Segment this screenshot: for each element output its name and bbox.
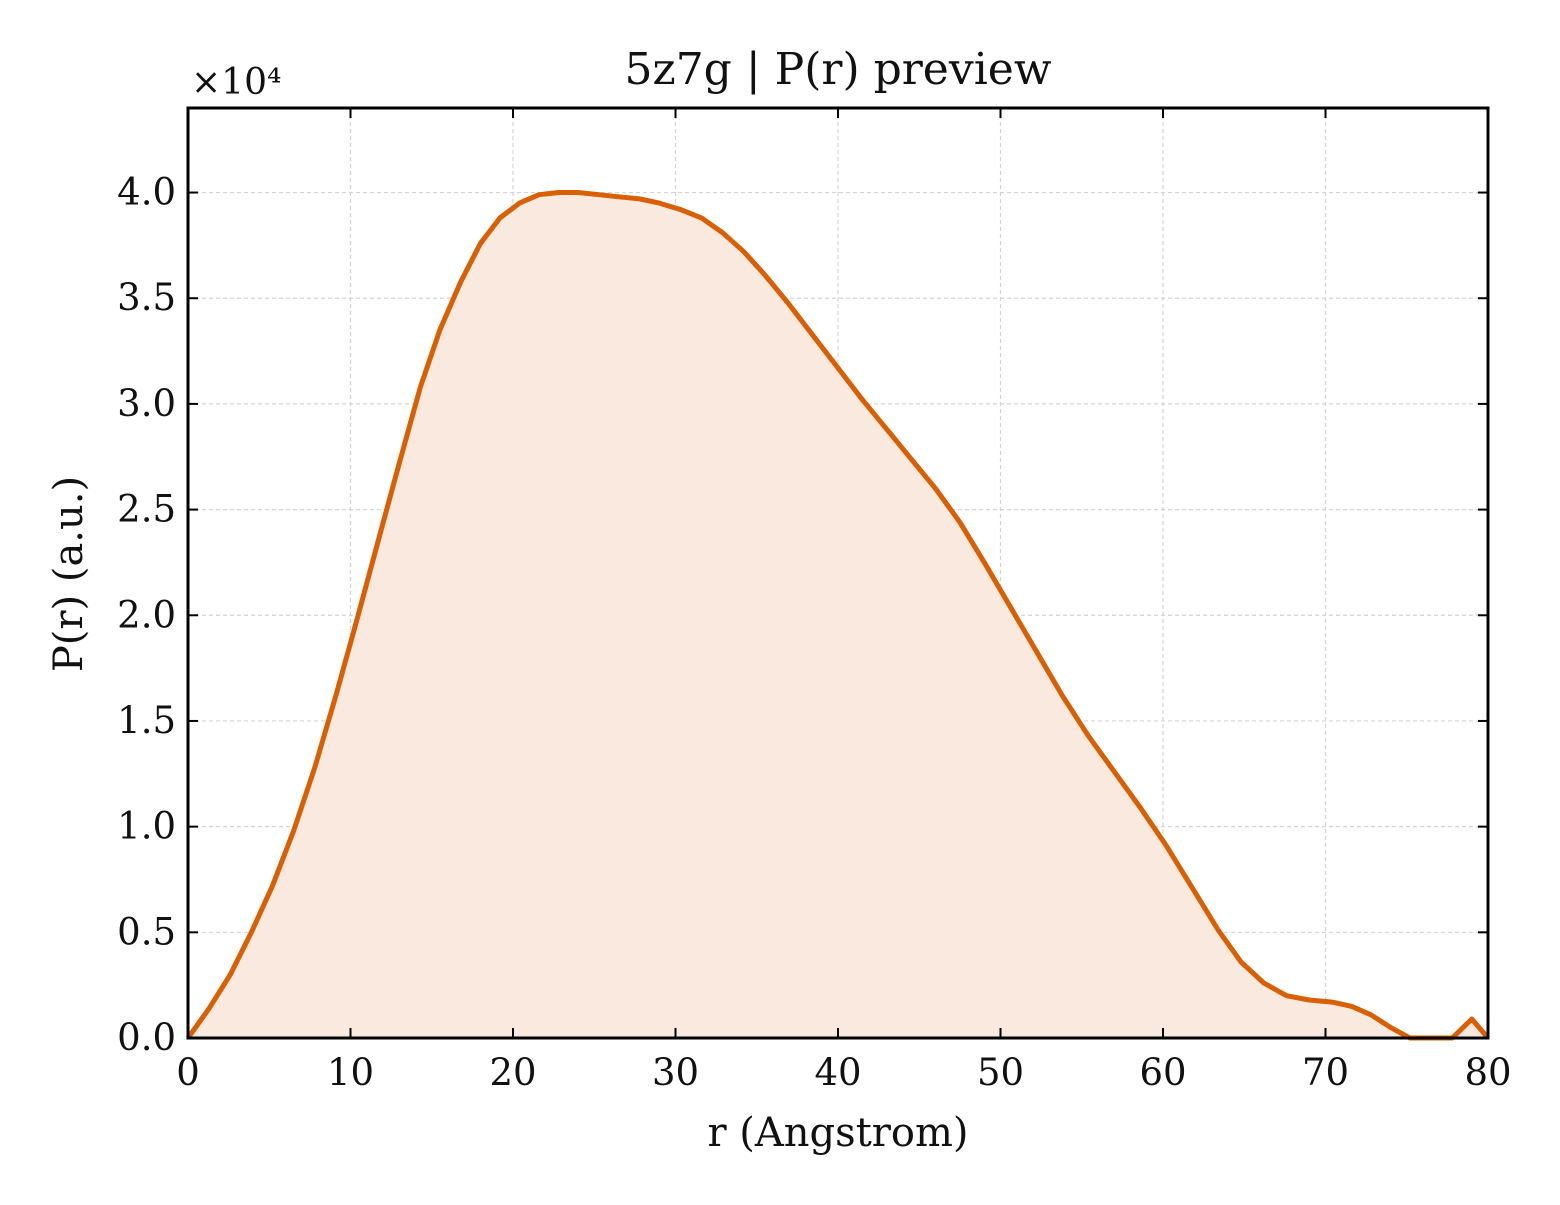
y-scale-label: ×10⁴ [191, 62, 281, 103]
y-tick-label: 2.0 [117, 593, 176, 636]
x-tick-label: 50 [977, 1051, 1024, 1094]
x-tick-label: 70 [1302, 1051, 1349, 1094]
chart-title: 5z7g | P(r) preview [625, 44, 1052, 95]
y-tick-label: 0.0 [117, 1016, 176, 1059]
x-tick-label: 10 [327, 1051, 374, 1094]
x-axis-title: r (Angstrom) [707, 1110, 968, 1156]
y-tick-label: 0.5 [117, 910, 176, 953]
x-tick-label: 20 [489, 1051, 536, 1094]
pr-area-fill [188, 192, 1488, 1038]
y-axis-title: P(r) (a.u.) [46, 476, 92, 672]
y-tick-label: 3.0 [117, 382, 176, 425]
x-tick-label: 40 [814, 1051, 861, 1094]
y-tick-label: 3.5 [117, 276, 176, 319]
y-tick-label: 2.5 [117, 488, 176, 531]
pr-series-line [185, 190, 1490, 1041]
y-tick-label: 1.5 [117, 699, 176, 742]
axis-ticks: 0 10 20 30 40 50 60 70 80 0.0 0.5 1.0 1.5 2.0 2.5 3.0 3.… [117, 108, 1512, 1094]
y-tick-label: 4.0 [117, 171, 176, 214]
x-tick-label: 30 [652, 1051, 699, 1094]
y-tick-label: 1.0 [117, 805, 176, 848]
x-tick-label: 0 [176, 1051, 200, 1094]
x-tick-label: 80 [1464, 1051, 1511, 1094]
x-tick-label: 60 [1139, 1051, 1186, 1094]
